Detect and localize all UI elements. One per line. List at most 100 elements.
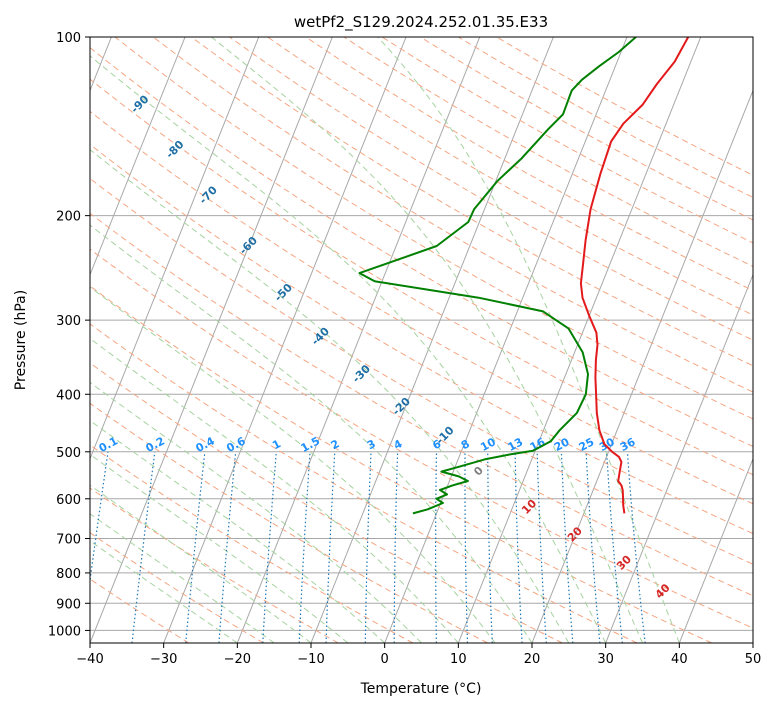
- adiabat-temp-label: -30: [350, 362, 373, 385]
- y-tick-label: 600: [56, 493, 81, 508]
- dry-adiabat: [90, 46, 753, 448]
- dry-adiabat: [90, 362, 563, 643]
- dry-adiabat: [90, 285, 712, 643]
- y-tick-label: 700: [56, 533, 81, 548]
- isotherm-line: [605, 273, 753, 643]
- isotherm-line: [90, 37, 260, 461]
- moist-adiabat: [377, 37, 680, 643]
- isotherm-line: [163, 37, 407, 643]
- sounding-profiles: [358, 37, 690, 515]
- moist-adiabat: [90, 381, 422, 643]
- adiabat-temp-label: -20: [390, 395, 413, 418]
- y-tick-label: 100: [56, 31, 81, 46]
- mixing-ratio-line: [325, 451, 336, 643]
- y-tick-label: 400: [56, 388, 81, 403]
- mixing-ratio-line: [626, 451, 646, 643]
- adiabat-temp-label: 40: [653, 581, 673, 601]
- mixing-ratio-line: [514, 451, 523, 643]
- y-tick-label: 900: [56, 597, 81, 612]
- dry-adiabat: [90, 143, 753, 535]
- mixing-ratio-label: 8: [459, 437, 472, 452]
- x-tick-label: 20: [524, 652, 541, 667]
- mixing-ratio-label: 1: [270, 437, 283, 452]
- x-tick-label: −40: [76, 652, 103, 667]
- background-lines: [90, 37, 753, 643]
- dry-adiabat: [90, 323, 638, 643]
- dry-adiabat: [90, 444, 414, 643]
- y-axis-label: Pressure (hPa): [13, 290, 29, 390]
- dry-adiabat: [267, 37, 753, 316]
- y-tick-label: 500: [56, 446, 81, 461]
- dry-adiabat: [90, 177, 753, 565]
- axes: −40 −30 −20 −10 0 10 20 30 40 5010009008007006005…: [48, 31, 761, 667]
- mixing-ratio-label: 2: [329, 437, 342, 452]
- x-tick-label: 0: [381, 652, 389, 667]
- mixing-ratio-label: 25: [577, 435, 597, 454]
- mixing-ratio-label: 20: [552, 435, 572, 454]
- dry-adiabat: [90, 532, 264, 643]
- adiabat-temp-label: -80: [163, 138, 186, 161]
- moist-adiabat: [90, 513, 275, 643]
- mixing-ratio-line: [585, 451, 601, 643]
- mixing-ratio-label: 36: [618, 435, 638, 454]
- isotherm-line: [384, 37, 628, 643]
- x-tick-label: 10: [450, 652, 467, 667]
- mixing-ratio-label: 3: [365, 437, 378, 452]
- dry-adiabat: [90, 487, 339, 643]
- x-tick-label: −20: [224, 652, 251, 667]
- isotherm-line: [531, 89, 753, 643]
- moist-adiabat: [90, 149, 570, 643]
- mixing-ratio-line: [218, 451, 237, 643]
- y-tick-label: 1000: [48, 624, 81, 639]
- mixing-ratio-label: 4: [392, 437, 405, 452]
- adiabat-temp-label: -50: [272, 281, 295, 304]
- isotherm-line: [752, 641, 753, 643]
- adiabat-temp-label: -100: [60, 47, 89, 76]
- chart-title: wetPf2_S129.2024.252.01.35.E33: [294, 13, 548, 32]
- mixing-ratio-line: [487, 451, 493, 643]
- adiabat-temp-label: 30: [614, 552, 634, 572]
- adiabat-temp-label: 0: [471, 464, 486, 479]
- adiabat-temp-label: -40: [309, 325, 332, 348]
- mixing-ratio-line: [435, 451, 438, 643]
- moist-adiabat: [90, 484, 312, 643]
- x-tick-label: 50: [745, 652, 762, 667]
- moist-adiabat: [90, 224, 533, 643]
- temperature-profile: [579, 37, 690, 514]
- x-axis-label: Temperature (°C): [360, 681, 482, 697]
- dry-adiabat: [191, 37, 753, 367]
- mixing-ratio-line: [90, 451, 109, 585]
- isotherm-line: [90, 37, 333, 643]
- x-tick-label: 30: [597, 652, 614, 667]
- dry-adiabat: [152, 37, 753, 393]
- x-tick-label: −30: [150, 652, 177, 667]
- moist-adiabat: [90, 453, 349, 643]
- mixing-ratio-label: 16: [528, 435, 548, 454]
- isotherm-line: [678, 457, 753, 643]
- x-tick-label: −10: [297, 652, 324, 667]
- adiabat-temp-label: 20: [565, 524, 585, 544]
- mixing-ratio-line: [364, 451, 372, 643]
- plot-frame: [89, 36, 754, 644]
- moist-adiabat: [90, 286, 496, 643]
- mixing-ratio-label: 10: [478, 435, 498, 454]
- mixing-ratio-label: 13: [506, 435, 526, 454]
- dry-adiabat: [496, 37, 753, 176]
- y-tick-label: 800: [56, 567, 81, 582]
- dry-adiabat: [305, 37, 753, 292]
- y-tick-label: 200: [56, 210, 81, 225]
- dry-adiabat: [114, 37, 753, 420]
- dry-adiabat: [90, 248, 753, 629]
- adiabat-temp-label: -60: [237, 234, 260, 257]
- dry-adiabat: [90, 402, 488, 643]
- isotherm-line: [457, 37, 702, 643]
- y-tick-label: 300: [56, 314, 81, 329]
- moist-adiabat: [211, 37, 643, 643]
- background-labels: 0.1 0.2 0.4 0.6 1 1.5 2 3 4 6 8 10 13 16 20 25 30 36-100-…: [60, 47, 673, 601]
- mixing-ratio-line: [606, 451, 623, 643]
- mixing-ratio-line: [298, 451, 311, 643]
- mixing-ratio-line: [262, 451, 277, 643]
- dry-adiabat: [90, 110, 753, 505]
- dewpoint-profile: [358, 37, 637, 515]
- moist-adiabat: [90, 540, 238, 643]
